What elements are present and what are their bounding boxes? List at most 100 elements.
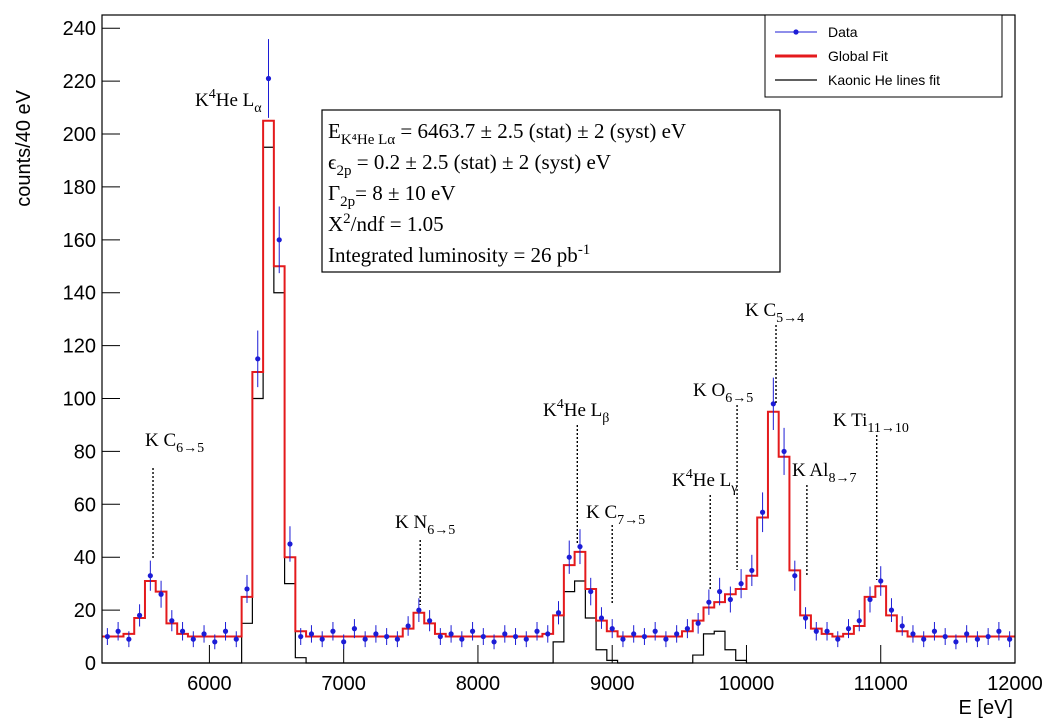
text-part: K C [586,502,617,523]
y-tick-label: 240 [63,18,96,40]
text-part: 5→4 [776,311,804,326]
text-part: -1 [578,242,591,258]
data-point [641,633,648,640]
stats-line: Integrated luminosity = 26 pb-1 [328,242,590,267]
text-part: 7→5 [617,513,645,528]
text-part: K C [145,430,176,451]
data-point [888,607,895,613]
data-point [319,636,325,642]
data-point [448,631,454,637]
data-point [276,237,282,243]
text-part: He L [216,90,255,111]
stats-line: Γ2p= 8 ± 10 eV [328,181,456,210]
data-point [158,591,164,597]
data-point [255,356,261,362]
fit-line [102,119,1015,638]
text-part: = 6463.7 ± 2.5 (stat) ± 2 (syst) eV [395,119,686,143]
data-point [115,628,121,634]
y-tick-label: 60 [74,494,96,516]
data-point [706,599,712,605]
text-part: K⁴He Lα [341,132,395,148]
annotation: K C6→5 [145,430,204,456]
annotation: K N6→5 [395,512,455,538]
data-point [566,554,572,560]
data-point [674,631,680,637]
text-part: 4 [557,397,564,412]
data-point [555,610,562,616]
text-part: 8→7 [828,471,856,486]
text-part: 2p [340,194,355,210]
y-tick-label: 140 [63,283,96,305]
data-point [298,633,304,640]
text-part: 4 [686,467,693,482]
data-point [770,401,776,407]
text-part: K [672,470,686,491]
data-point [899,623,905,629]
data-point [845,626,852,632]
data-point [985,633,991,640]
data-point [126,636,132,642]
y-tick-label: 180 [63,177,96,199]
data-point [201,631,207,637]
annotation: K4He Lα [195,87,262,116]
stats-line: ϵ2p = 0.2 ± 2.5 (stat) ± 2 (syst) eV [328,150,611,179]
data-point [974,636,981,642]
text-part: 2p [337,163,352,179]
text-part: = 0.2 ± 2.5 (stat) ± 2 (syst) eV [352,150,611,174]
data-point [384,633,390,640]
y-tick-label: 100 [63,389,96,411]
text-part: Γ [328,181,340,205]
data-point [222,628,229,634]
data-point [469,628,476,634]
x-tick-label: 12000 [987,673,1043,695]
y-tick-label: 0 [85,653,96,675]
data-point [523,636,529,642]
stats-line: X2/ndf = 1.05 [328,211,444,236]
legend-symbol [793,29,799,35]
data-point [802,615,809,621]
stats-box [321,109,781,273]
data-point [405,623,411,629]
y-tick-label: 200 [63,124,96,146]
data-point [427,618,433,624]
data-point [136,612,143,618]
x-tick-label: 7000 [321,673,366,695]
data-point [416,607,422,613]
annotation: K C7→5 [586,502,645,528]
text-part: 6→5 [176,441,204,456]
data-point [373,631,379,637]
data-point [996,628,1002,634]
data-point [942,633,948,640]
legend-label: Kaonic He lines fit [828,72,940,88]
data-point [577,544,583,550]
data-point [147,573,153,579]
y-tick-label: 80 [74,441,96,463]
data-point [598,615,605,621]
legend-label: Global Fit [828,48,888,64]
text-part: He L [564,400,603,421]
data-point [233,636,239,642]
text-part: K C [745,300,776,321]
x-tick-label: 11000 [854,673,908,695]
annotation: K O6→5 [693,380,753,406]
data-point [663,636,669,642]
data-point [502,631,508,637]
stats-line: EK⁴He Lα = 6463.7 ± 2.5 (stat) ± 2 (syst… [328,119,686,148]
data-point [341,639,347,645]
text-part: Integrated luminosity = 26 pb [328,243,578,267]
data-point [953,639,959,645]
x-axis-label: E [eV] [959,697,1013,719]
data-point [169,618,175,624]
data-point [792,573,798,579]
data-point [265,75,272,82]
data-point [480,633,486,640]
data-point [856,618,862,624]
text-part: 2 [343,211,351,227]
data-point [437,633,443,640]
x-tick-label: 9000 [590,673,635,695]
text-part: ϵ [328,150,337,174]
annotation: K4He Lγ [672,467,737,496]
legend-label: Data [828,24,858,40]
data-point [652,628,658,634]
data-point [867,596,873,603]
